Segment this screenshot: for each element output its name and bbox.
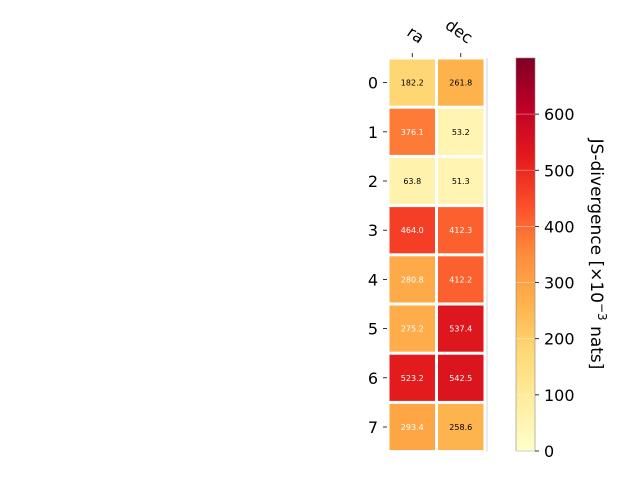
colorbar-tick-label: 300 (544, 274, 575, 293)
heatmap-cell (438, 354, 484, 401)
heatmap-cell (389, 403, 435, 451)
colorbar-label: JS-divergence [×10−3 nats] (586, 138, 609, 370)
cell-value-label: 51.3 (452, 177, 470, 186)
colorbar-tick-label: 0 (544, 442, 554, 461)
heatmap-grid: 182.2 261.8 376.1 53.2 63.8 51.3 464.0 412.3 280… (368, 15, 488, 452)
heatmap-cell (389, 207, 435, 254)
heatmap-cell (438, 59, 484, 106)
colorbar-label-tail: nats] (586, 321, 606, 370)
cell-value-label: 412.2 (449, 275, 472, 284)
colorbar-label-main: JS-divergence [×10 (586, 138, 606, 303)
colorbar-gradient (515, 57, 536, 452)
row-tick-label: 1 (368, 123, 378, 142)
cell-value-label: 464.0 (401, 226, 424, 235)
row-tick-label: 0 (368, 74, 378, 93)
colorbar-tick-label: 100 (544, 386, 575, 405)
heatmap-cell (389, 157, 435, 205)
cell-value-label: 293.4 (401, 423, 424, 432)
cell-value-label: 537.4 (449, 325, 472, 334)
colorbar: JS-divergence [×10−3 nats] 0 100 200 300 400… (515, 57, 609, 461)
row-tick-label: 7 (368, 418, 378, 437)
cell-value-label: 63.8 (403, 177, 421, 186)
colorbar-label-exponent: −3 (595, 303, 609, 321)
cell-value-label: 275.2 (401, 325, 424, 334)
row-tick-label: 3 (368, 221, 378, 240)
heatmap-cell (389, 108, 435, 155)
row-tick-label: 2 (368, 172, 378, 191)
cell-value-label: 280.8 (401, 275, 424, 284)
heatmap-cell (438, 305, 484, 352)
heatmap-cell (438, 207, 484, 254)
heatmap-cell (438, 108, 484, 155)
heatmap-cell (389, 256, 435, 303)
column-tick-label: dec (442, 15, 476, 47)
colorbar-tick-label: 200 (544, 330, 575, 349)
cell-value-label: 258.6 (449, 423, 472, 432)
heatmap-cell (438, 403, 484, 451)
cell-value-label: 412.3 (449, 226, 472, 235)
heatmap-cell (389, 354, 435, 401)
colorbar-tick-label: 600 (544, 105, 575, 124)
cell-value-label: 182.2 (401, 79, 424, 88)
colorbar-tick-label: 400 (544, 217, 575, 236)
cell-value-label: 523.2 (401, 374, 424, 383)
column-tick-label: ra (404, 22, 428, 47)
cell-value-label: 261.8 (449, 79, 472, 88)
row-tick-label: 4 (368, 270, 378, 289)
heatmap-cell (438, 256, 484, 303)
colorbar-tick-label: 500 (544, 161, 575, 180)
heatmap-cell (389, 305, 435, 352)
row-tick-label: 6 (368, 369, 378, 388)
cell-value-label: 542.5 (449, 374, 472, 383)
heatmap-cell (438, 157, 484, 205)
heatmap-cell (389, 59, 435, 106)
cell-value-label: 53.2 (452, 128, 470, 137)
cell-value-label: 376.1 (401, 128, 424, 137)
row-tick-label: 5 (368, 320, 378, 339)
